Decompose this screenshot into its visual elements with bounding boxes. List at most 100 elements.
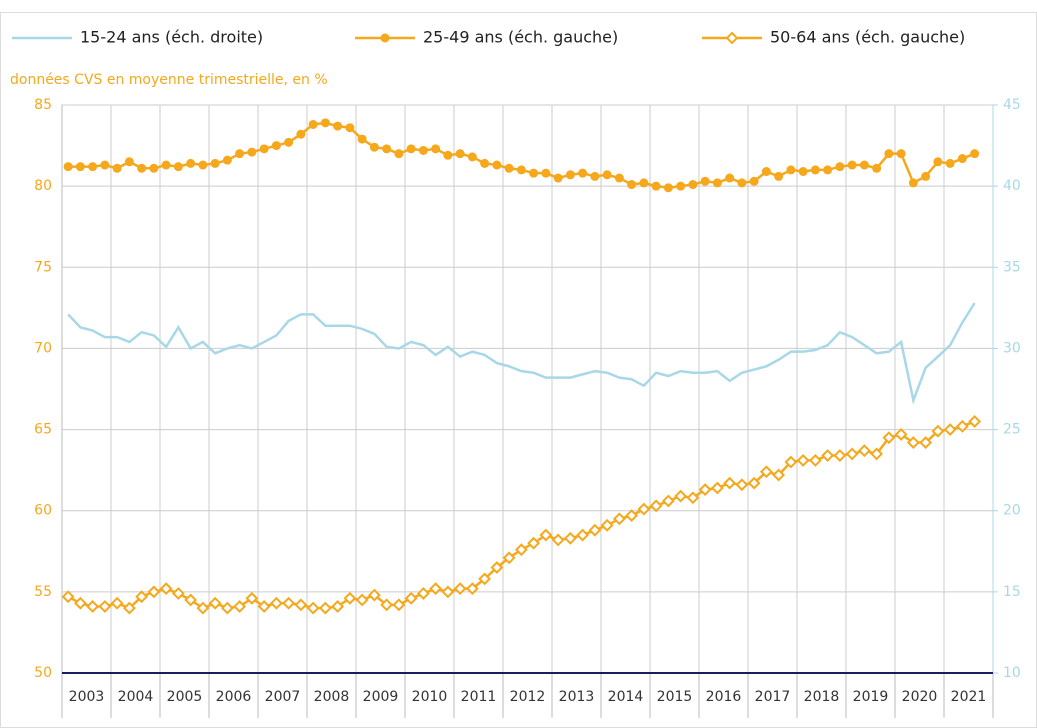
point [161, 160, 171, 170]
y2-tick-label: 15 [1003, 584, 1021, 600]
point [674, 489, 688, 503]
y2-tick-label: 45 [1003, 97, 1021, 113]
point [833, 449, 847, 462]
point [723, 476, 737, 490]
point [906, 436, 920, 449]
point [590, 171, 600, 181]
point [627, 180, 637, 190]
point [173, 162, 183, 172]
point [294, 598, 308, 612]
point [222, 155, 232, 165]
point [345, 123, 355, 133]
point [527, 536, 541, 550]
x-tick-label: 2018 [804, 689, 840, 705]
point [712, 178, 722, 188]
point [235, 149, 245, 159]
point [651, 181, 661, 191]
y-tick-label: 75 [34, 259, 52, 275]
point [392, 598, 406, 612]
point [894, 428, 908, 441]
point [737, 178, 747, 188]
legend-label: 50-64 ans (éch. gauche) [770, 28, 965, 47]
point [761, 167, 771, 177]
point [441, 585, 455, 599]
point [490, 561, 504, 574]
point [502, 551, 516, 565]
point [73, 596, 87, 610]
point [380, 598, 394, 612]
point [416, 587, 430, 600]
point [539, 528, 553, 542]
point [455, 149, 465, 159]
point [725, 173, 735, 183]
x-tick-label: 2020 [902, 689, 938, 705]
point [943, 423, 957, 436]
point [747, 476, 761, 490]
point [553, 173, 563, 183]
y2-tick-label: 40 [1003, 178, 1021, 194]
point [100, 160, 110, 170]
point [320, 118, 330, 128]
series-line [68, 121, 976, 190]
y2-tick-label: 25 [1003, 422, 1021, 438]
point [110, 596, 124, 610]
point [786, 165, 796, 175]
point [931, 424, 945, 438]
point [465, 582, 479, 596]
point [355, 593, 369, 607]
point [772, 468, 786, 482]
point [661, 494, 675, 508]
point [367, 588, 381, 602]
point [845, 447, 859, 461]
point [957, 154, 967, 164]
point [443, 150, 453, 160]
point [686, 491, 700, 505]
x-tick-label: 2019 [853, 689, 889, 705]
point [357, 134, 367, 144]
point [467, 152, 477, 162]
x-tick-label: 2007 [265, 689, 301, 705]
point [318, 601, 332, 615]
point [196, 601, 210, 615]
point [333, 121, 343, 131]
point [122, 601, 136, 615]
x-tick-label: 2012 [510, 689, 546, 705]
point [404, 591, 418, 605]
point [663, 183, 673, 193]
point [208, 596, 222, 610]
point [676, 181, 686, 191]
point [896, 149, 906, 159]
point [480, 158, 490, 168]
point [247, 147, 257, 157]
point [210, 158, 220, 168]
series-line [67, 302, 976, 405]
x-tick-label: 2005 [167, 689, 203, 705]
point [382, 144, 392, 154]
point [625, 509, 639, 522]
point [835, 162, 845, 172]
y2-tick-label: 20 [1003, 503, 1021, 519]
point [124, 157, 134, 167]
x-tick-label: 2015 [657, 689, 693, 705]
series-line [67, 420, 976, 610]
point [970, 149, 980, 159]
point [406, 144, 416, 154]
chart-subtitle: données CVS en moyenne trimestrielle, en… [10, 72, 328, 88]
point [220, 601, 234, 615]
point [504, 163, 514, 173]
point [541, 168, 551, 178]
point [257, 600, 271, 613]
point [578, 168, 588, 178]
point [343, 591, 357, 605]
point [529, 168, 539, 178]
point [431, 144, 441, 154]
x-tick-label: 2021 [951, 689, 987, 705]
point [859, 160, 869, 170]
point [688, 180, 698, 190]
x-tick-label: 2016 [706, 689, 742, 705]
point [882, 431, 896, 445]
point [394, 149, 404, 159]
plot-area [61, 104, 994, 674]
point [700, 176, 710, 186]
point [908, 178, 918, 188]
